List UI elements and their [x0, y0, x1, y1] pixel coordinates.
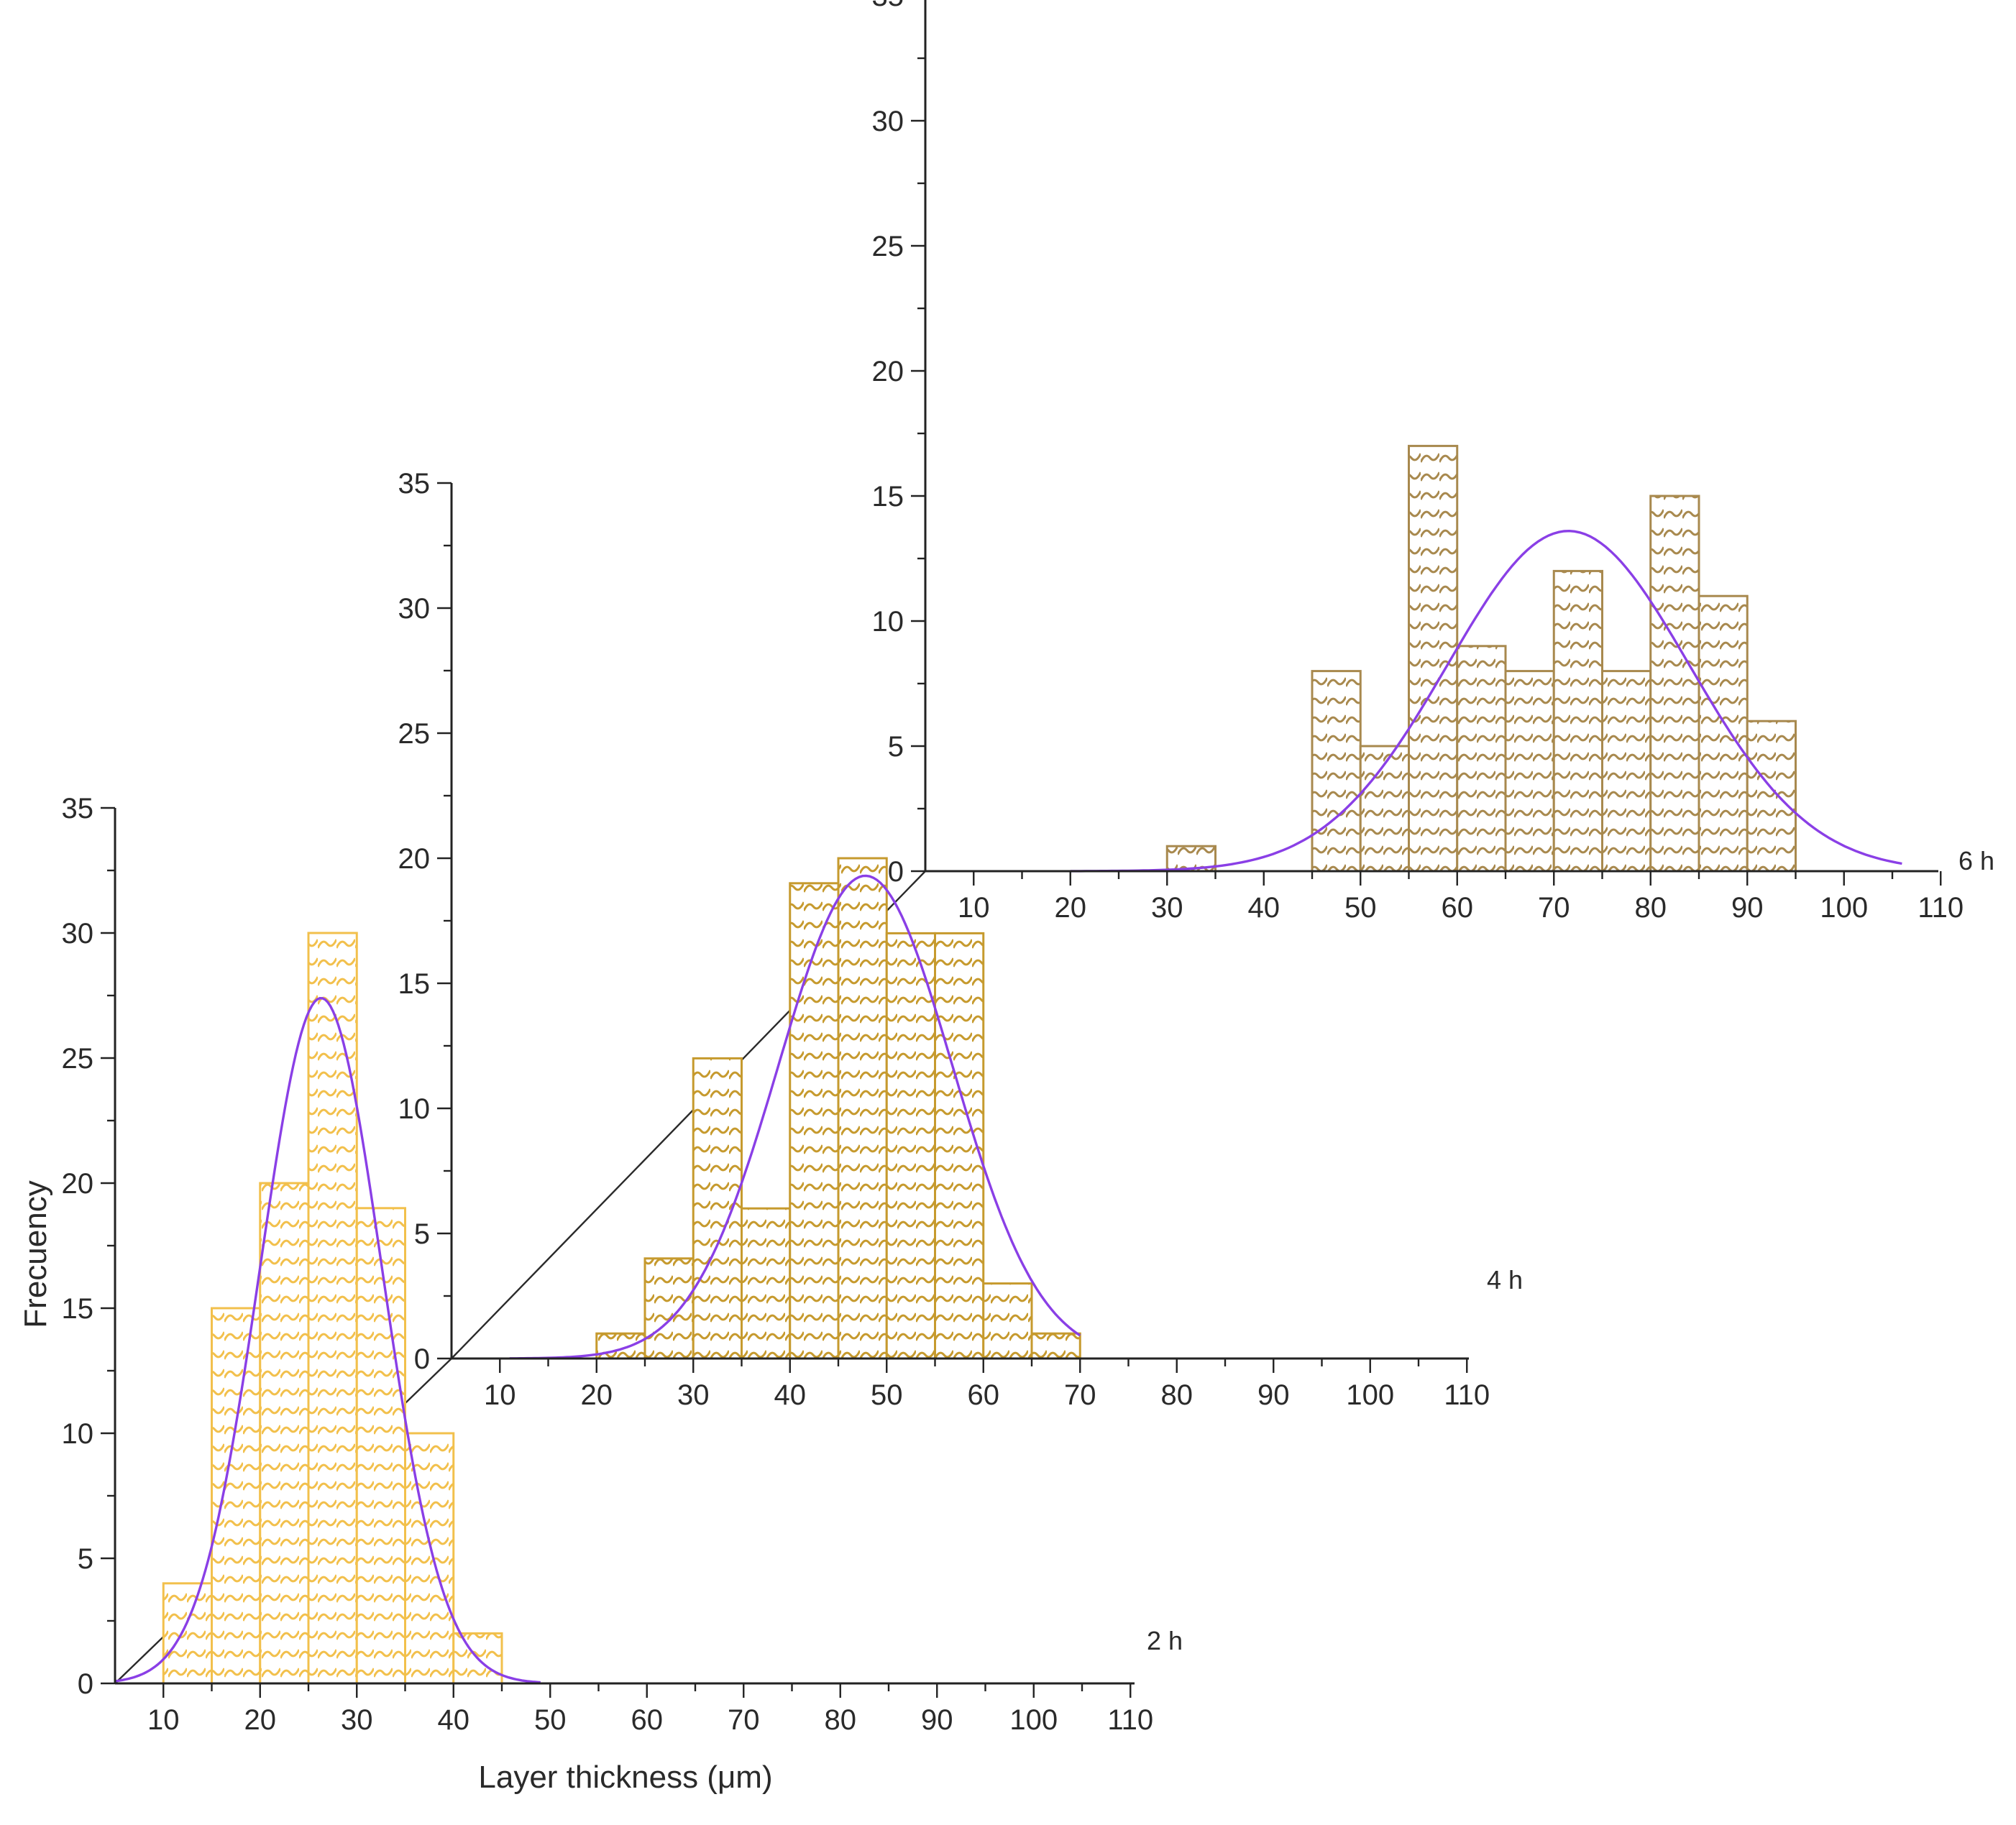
y-tick-label: 35 [872, 0, 904, 12]
x-tick-label: 20 [244, 1704, 277, 1736]
x-tick-label: 80 [1161, 1379, 1193, 1411]
x-tick-label: 90 [1257, 1379, 1290, 1411]
histogram-bar [1456, 645, 1507, 873]
histogram-bar [355, 1207, 406, 1685]
y-tick-label: 15 [62, 1293, 94, 1325]
y-axis-title: Frecuency [18, 1180, 53, 1328]
y-tick-label: 30 [398, 593, 431, 625]
x-tick-label: 100 [1346, 1379, 1394, 1411]
x-tick-label: 20 [581, 1379, 613, 1411]
histogram-bar [885, 932, 936, 1360]
histogram-bar [307, 932, 358, 1685]
x-tick-label: 50 [871, 1379, 903, 1411]
x-tick-label: 60 [1442, 892, 1474, 924]
histogram-bar [1697, 594, 1749, 873]
x-tick-label: 110 [1918, 892, 1964, 924]
x-tick-label: 10 [958, 892, 990, 924]
x-tick-label: 70 [1538, 892, 1570, 924]
x-tick-label: 60 [631, 1704, 664, 1736]
x-tick-label: 110 [1107, 1704, 1153, 1736]
histogram-bar [789, 882, 840, 1360]
x-tick-label: 100 [1820, 892, 1868, 924]
x-tick-label: 30 [677, 1379, 710, 1411]
normal-fit-curve [509, 874, 1081, 1360]
x-axis-title: Layer thickness (μm) [478, 1760, 772, 1795]
histogram-bar [162, 1582, 213, 1685]
y-tick-label: 35 [62, 793, 94, 824]
y-tick-label: 5 [414, 1218, 430, 1250]
normal-fit-curve [114, 996, 541, 1684]
x-tick-label: 30 [1151, 892, 1183, 924]
y-tick-label: 30 [872, 106, 904, 137]
histogram-bar [643, 1257, 695, 1360]
histogram-bar [211, 1307, 262, 1685]
histogram-bar [741, 1207, 792, 1360]
normal-fit-curve [1070, 529, 1902, 873]
y-tick-label: 0 [78, 1668, 93, 1700]
y-tick-label: 0 [414, 1343, 430, 1375]
y-tick-label: 30 [62, 918, 94, 950]
y-tick-label: 25 [398, 718, 431, 750]
x-tick-label: 80 [825, 1704, 857, 1736]
x-tick-label: 70 [1064, 1379, 1096, 1411]
histogram-bar [1649, 495, 1700, 873]
y-tick-label: 20 [398, 843, 431, 875]
x-tick-label: 50 [1344, 892, 1377, 924]
y-tick-label: 35 [398, 468, 431, 500]
x-tick-label: 40 [438, 1704, 470, 1736]
histogram-bar [982, 1282, 1033, 1360]
histogram-bar [595, 1332, 646, 1360]
histogram-bar [404, 1432, 455, 1685]
x-tick-label: 70 [728, 1704, 760, 1736]
histogram-panel: 10 20 30 40 50 60 70 80 90 100 110 0 5 10 15 20 25 30 35 6 … [872, 0, 1994, 924]
histogram-panel: 10 20 30 40 50 60 70 80 90 100 110051015202530352 … [62, 793, 1183, 1736]
x-tick-label: 80 [1635, 892, 1667, 924]
y-tick-label: 15 [398, 968, 431, 1000]
y-tick-label: 25 [62, 1043, 94, 1075]
x-tick-label: 40 [1248, 892, 1280, 924]
histogram-bar [1030, 1332, 1081, 1360]
x-tick-label: 10 [484, 1379, 516, 1411]
histogram-bar [837, 857, 888, 1360]
x-tick-label: 60 [968, 1379, 1000, 1411]
x-tick-label: 30 [341, 1704, 373, 1736]
panel-label: 4 h [1487, 1265, 1523, 1295]
histogram-bar [1746, 720, 1797, 873]
histogram-bar [1601, 670, 1652, 873]
histogram-panels: 10 20 30 40 50 60 70 80 90 100 110051015202530352 … [62, 0, 1994, 1736]
y-tick-label: 10 [872, 606, 904, 638]
histogram-bar [259, 1182, 310, 1685]
x-tick-label: 10 [147, 1704, 180, 1736]
histogram-bar [692, 1057, 743, 1360]
x-tick-label: 40 [774, 1379, 807, 1411]
panel-label: 2 h [1147, 1626, 1183, 1655]
x-tick-label: 20 [1055, 892, 1087, 924]
histogram-bar [1552, 569, 1603, 873]
y-tick-label: 0 [888, 856, 904, 888]
x-tick-label: 100 [1009, 1704, 1058, 1736]
y-tick-label: 5 [888, 731, 904, 763]
x-tick-label: 90 [921, 1704, 953, 1736]
y-tick-label: 10 [62, 1418, 94, 1450]
y-tick-label: 5 [78, 1543, 93, 1575]
y-tick-label: 15 [872, 481, 904, 512]
histogram-bar [1504, 670, 1555, 873]
histogram-panel: 10 20 30 40 50 60 70 80 90 100 110051015202530354 … [398, 468, 1524, 1411]
histogram-bar [934, 932, 985, 1360]
y-tick-label: 20 [62, 1168, 94, 1200]
histogram-bar [1311, 670, 1362, 873]
x-tick-label: 90 [1731, 892, 1764, 924]
x-tick-label: 50 [534, 1704, 567, 1736]
y-tick-label: 25 [872, 231, 904, 262]
x-tick-label: 110 [1444, 1379, 1490, 1411]
y-tick-label: 20 [872, 356, 904, 387]
panel-label: 6 h [1958, 846, 1994, 875]
y-tick-label: 10 [398, 1093, 431, 1125]
